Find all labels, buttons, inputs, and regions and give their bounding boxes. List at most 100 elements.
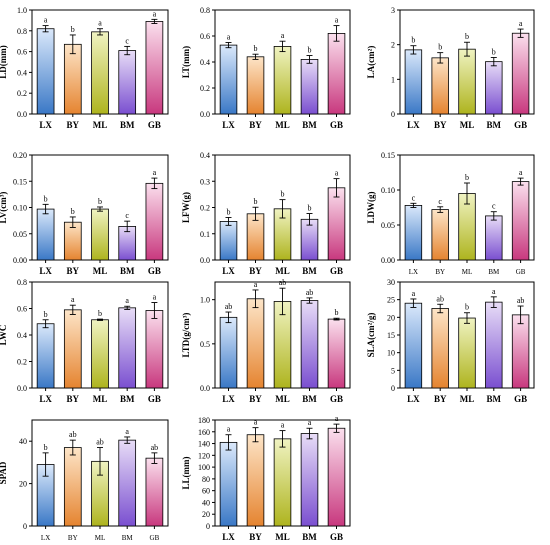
bar-by	[431, 57, 449, 115]
bar-lx	[219, 441, 238, 527]
bar-gb	[145, 457, 164, 527]
y-tick-label: 0.10	[381, 186, 395, 195]
chart-panel-1: 0.0 0.2 0.4 0.6 0.8 1.0 LD(mm) a LX b BY a ML c BM a GB	[0, 6, 169, 130]
x-tick-label: ML	[460, 394, 475, 404]
x-tick-label: BM	[302, 394, 317, 404]
y-tick-label: 20	[387, 313, 395, 322]
x-tick-label: LX	[222, 532, 235, 542]
y-tick-label: 0.15	[13, 177, 27, 186]
x-tick-label: BY	[67, 120, 80, 130]
significance-letter: a	[254, 280, 258, 289]
chart-panel-11: 0 20 40 60 80 100 120 140 160 180 LL(mm) a LX a BY a ML a…	[181, 414, 351, 542]
significance-letter: ab	[306, 288, 314, 297]
x-tick-label: ML	[275, 394, 290, 404]
bar-bm	[485, 61, 503, 115]
x-tick-label: ML	[93, 266, 108, 276]
significance-letter: ab	[96, 438, 104, 447]
significance-letter: a	[227, 33, 231, 42]
x-tick-label: LX	[222, 266, 235, 276]
y-axis-label: LTD(g/cm³)	[181, 313, 191, 358]
y-tick-label: 0.2	[200, 84, 210, 93]
y-tick-label: 1.0	[17, 6, 27, 15]
significance-letter: b	[71, 25, 75, 34]
bar-lx	[219, 44, 238, 115]
significance-letter: b	[98, 197, 102, 206]
y-tick-label: 160	[198, 428, 210, 437]
y-tick-label: 0.0	[200, 384, 210, 393]
y-tick-label: 0.05	[381, 221, 395, 230]
y-tick-label: 0.2	[17, 89, 27, 98]
significance-letter: a	[519, 19, 523, 28]
y-tick-label: 0.4	[17, 331, 27, 340]
bar-by	[246, 298, 265, 389]
y-axis-label: LV(cm³)	[0, 192, 8, 224]
bar-gb	[145, 182, 164, 261]
significance-letter: a	[98, 19, 102, 28]
significance-letter: b	[254, 44, 258, 53]
x-tick-label: BY	[249, 532, 262, 542]
x-tick-label: LX	[407, 394, 420, 404]
significance-letter: b	[492, 47, 496, 56]
significance-letter: a	[412, 289, 416, 298]
significance-letter: c	[492, 202, 496, 211]
y-tick-label: 0.5	[200, 340, 210, 349]
significance-letter: a	[227, 425, 231, 434]
y-tick-label: 80	[202, 475, 210, 484]
chart-panel-2: 0.0 0.2 0.4 0.6 0.8 LT(mm) a LX b BY a ML b BM a GB	[181, 6, 351, 130]
bar-lx	[404, 204, 423, 261]
x-tick-label: LX	[409, 268, 418, 276]
bar-by	[431, 308, 449, 389]
x-tick-label: BY	[67, 394, 80, 404]
y-tick-label: 0.8	[17, 278, 27, 287]
y-tick-label: 0.8	[200, 6, 210, 15]
significance-letter: a	[153, 293, 157, 302]
bar-gb	[327, 187, 346, 261]
x-tick-label: GB	[150, 534, 160, 542]
y-tick-label: 0.6	[200, 32, 210, 41]
significance-letter: ab	[69, 430, 77, 439]
x-tick-label: BM	[302, 266, 317, 276]
significance-letter: a	[492, 287, 496, 296]
x-tick-label: BM	[122, 534, 134, 542]
significance-letter: a	[153, 9, 157, 18]
x-tick-label: BY	[249, 120, 262, 130]
y-tick-label: 0.0	[200, 110, 210, 119]
y-axis-label: LL(mm)	[181, 457, 191, 490]
y-tick-label: 0	[23, 522, 27, 531]
x-tick-label: BM	[488, 268, 500, 276]
y-tick-label: 30	[387, 278, 395, 287]
y-tick-label: 180	[198, 416, 210, 425]
x-tick-label: BY	[434, 394, 447, 404]
significance-letter: b	[308, 46, 312, 55]
y-tick-label: 0.1	[200, 230, 210, 239]
x-tick-label: GB	[148, 120, 161, 130]
bar-ml	[91, 319, 109, 389]
significance-letter: a	[125, 427, 129, 436]
y-axis-label: LDW(g)	[366, 192, 376, 224]
x-tick-label: ML	[275, 120, 290, 130]
x-tick-label: BM	[120, 266, 135, 276]
bar-ml	[458, 317, 476, 389]
significance-letter: c	[125, 211, 129, 220]
bar-ml	[273, 438, 292, 527]
bar-gb	[511, 32, 530, 115]
significance-letter: ab	[436, 294, 444, 303]
bar-by	[246, 56, 265, 115]
significance-letter: b	[438, 43, 442, 52]
y-tick-label: 0.10	[13, 204, 27, 213]
bar-bm	[300, 300, 319, 389]
chart-panel-6: 0.00 0.05 0.10 0.15 LDW(g) c LX c BY b ML c BM a GB	[366, 151, 535, 276]
x-tick-label: GB	[148, 266, 161, 276]
y-tick-label: 0	[206, 522, 210, 531]
significance-letter: ab	[225, 302, 233, 311]
x-tick-label: GB	[516, 268, 526, 276]
y-tick-label: 2	[391, 41, 395, 50]
bar-lx	[219, 316, 238, 389]
significance-letter: ab	[517, 296, 525, 305]
bar-ml	[91, 208, 109, 261]
y-tick-label: 0.4	[200, 58, 210, 67]
significance-letter: ab	[279, 278, 287, 287]
y-tick-label: 60	[202, 487, 210, 496]
x-tick-label: LX	[41, 534, 50, 542]
significance-letter: b	[465, 303, 469, 312]
